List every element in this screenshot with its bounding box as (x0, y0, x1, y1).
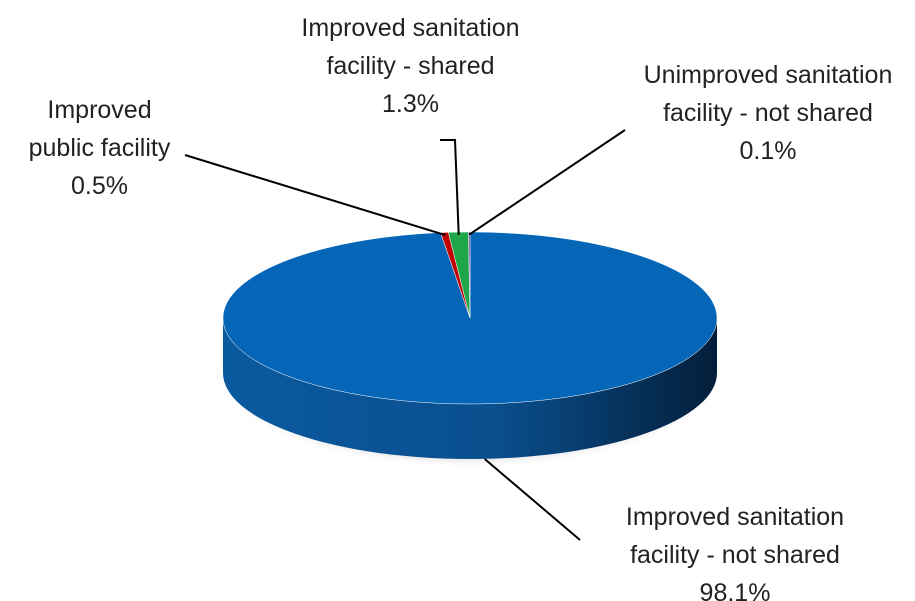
leader-line (468, 129, 626, 236)
leader-line (484, 458, 581, 541)
value-label: 1.3% (382, 90, 439, 118)
category-label: Improved sanitation facility - shared (301, 14, 520, 80)
slice (468, 231, 471, 319)
slice-label: Improved public facility 0.5% (12, 91, 187, 205)
category-label: Improved sanitation facility - not share… (625, 503, 845, 569)
value-label: 0.1% (739, 137, 797, 165)
category-label: Unimproved sanitation facility - not sha… (643, 61, 893, 127)
slice-label: Improved sanitation facility - shared 1.3… (268, 9, 553, 123)
slice-side (223, 318, 717, 459)
slice-label: Improved sanitation facility - not share… (590, 498, 880, 601)
value-label: 98.1% (699, 579, 771, 601)
leader-line (440, 139, 460, 235)
value-label: 0.5% (71, 172, 128, 200)
category-label: Improved public facility (28, 96, 171, 162)
slice-label: Unimproved sanitation facility - not sha… (618, 56, 915, 170)
leader-line (184, 154, 446, 236)
